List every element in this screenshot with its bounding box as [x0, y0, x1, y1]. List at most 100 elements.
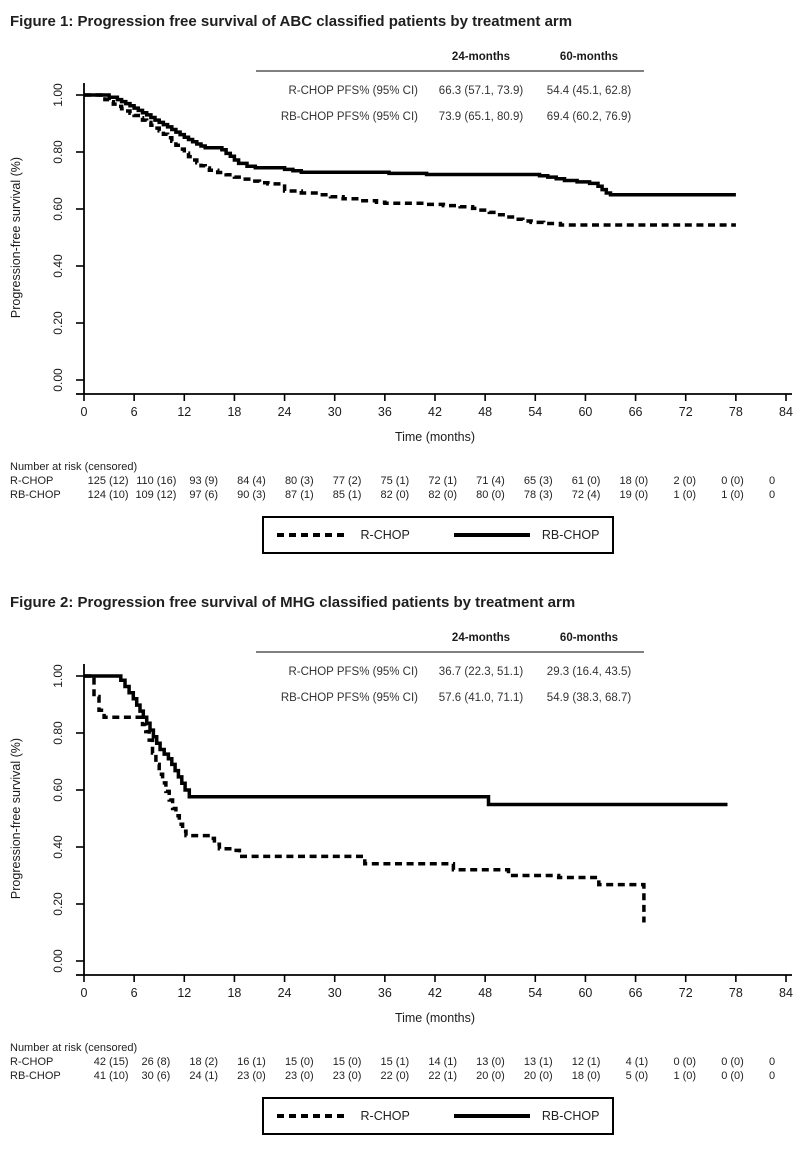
figure-2-block: Figure 2: Progression free survival of M…	[0, 554, 811, 1135]
risk-row: RB-CHOP 41 (10) 30 (6) 24 (1) 23 (0) 23 (0) 23 (0) 2…	[10, 1069, 801, 1083]
x-tick-label: 36	[378, 405, 392, 419]
risk-cell: 1 (0)	[721, 489, 744, 501]
x-tick-label: 18	[227, 405, 241, 419]
risk-cell: 0	[769, 475, 776, 487]
x-tick-label: 72	[679, 405, 693, 419]
y-tick-label: 0.00	[51, 368, 65, 392]
risk-cell: 19 (0)	[619, 489, 649, 501]
stats-value: 73.9 (65.1, 80.9)	[438, 111, 524, 123]
x-tick-label: 84	[779, 405, 793, 419]
x-tick-label: 78	[729, 405, 743, 419]
stats-value: 57.6 (41.0, 71.1)	[438, 692, 524, 704]
legend-dashed-line-sample	[276, 1114, 349, 1118]
km-chart-area: 0.00 0.20 0.40 0.60 0.80 1.00 0 6 12 18 24 30 36 42 48…	[0, 37, 811, 452]
x-tick-label: 66	[629, 986, 643, 1000]
x-tick-label: 78	[729, 986, 743, 1000]
stats-col-header-60: 60-months	[559, 51, 619, 63]
pfs-stats-table: 24-months 60-months R-CHOP PFS% (95% CI)…	[256, 632, 644, 705]
risk-cell: 24 (1)	[189, 1070, 219, 1082]
y-tick-label: 0.40	[51, 835, 65, 859]
x-tick-label: 54	[528, 405, 542, 419]
x-tick-label: 54	[528, 986, 542, 1000]
x-tick-label: 6	[131, 405, 138, 419]
stats-col-header-24: 24-months	[451, 51, 511, 63]
km-curve-rb-chop	[84, 674, 728, 807]
risk-cell: 16 (1)	[237, 1056, 266, 1068]
stats-divider	[256, 651, 644, 653]
risk-cell: 41 (10)	[93, 1070, 129, 1082]
risk-cell: 110 (16)	[136, 475, 177, 487]
figure-1-block: Figure 1: Progression free survival of A…	[0, 0, 811, 554]
x-tick-label: 60	[578, 405, 592, 419]
risk-row-values: 124 (10) 109 (12) 97 (6) 90 (3) 87 (1) 85 (1) 82 (0) 8…	[84, 488, 801, 502]
risk-cell: 15 (0)	[332, 1056, 362, 1068]
x-tick-label: 42	[428, 986, 442, 1000]
x-tick-label: 24	[278, 986, 292, 1000]
stats-value: 54.9 (38.3, 68.7)	[546, 692, 632, 704]
stats-value: 36.7 (22.3, 51.1)	[438, 666, 524, 678]
risk-cell: 13 (1)	[523, 1056, 553, 1068]
risk-cell: 13 (0)	[476, 1056, 505, 1068]
risk-cell: 0	[769, 1056, 776, 1068]
risk-cell: 75 (1)	[380, 475, 410, 487]
risk-cell: 18 (0)	[571, 1070, 601, 1082]
risk-cell: 90 (3)	[237, 489, 266, 501]
risk-cell: 18 (2)	[189, 1056, 219, 1068]
stats-value: 29.3 (16.4, 43.5)	[546, 666, 632, 678]
risk-cell: 30 (6)	[141, 1070, 171, 1082]
x-tick-label: 48	[478, 405, 492, 419]
km-curve-r-chop	[84, 93, 736, 227]
risk-cell: 87 (1)	[284, 489, 314, 501]
risk-cell: 97 (6)	[189, 489, 219, 501]
risk-row-label: RB-CHOP	[10, 489, 61, 501]
stats-col-header-60: 60-months	[559, 632, 619, 644]
km-curve-rb-chop	[84, 93, 736, 197]
risk-cell: 80 (3)	[284, 475, 314, 487]
x-tick-label: 30	[328, 986, 342, 1000]
risk-cell: 22 (1)	[428, 1070, 458, 1082]
risk-row-label: R-CHOP	[10, 475, 54, 487]
km-plot: 0.00 0.20 0.40 0.60 0.80 1.00 0 6 12 18 24 30 36 42 48…	[9, 83, 793, 444]
risk-cell: 4 (1)	[625, 1056, 649, 1068]
risk-cell: 20 (0)	[523, 1070, 553, 1082]
risk-cell: 0 (0)	[721, 475, 744, 487]
y-axis-title: Progression-free survival (%)	[9, 157, 23, 318]
risk-cell: 72 (1)	[428, 475, 458, 487]
legend-solid-line-sample	[453, 1114, 530, 1118]
x-tick-label: 12	[177, 405, 191, 419]
risk-cell: 15 (1)	[380, 1056, 410, 1068]
legend-label-rbchop: RB-CHOP	[541, 528, 600, 542]
stats-value: 69.4 (60.2, 76.9)	[546, 111, 632, 123]
number-at-risk-table: Number at risk (censored) R-CHOP 125 (12)…	[10, 460, 801, 502]
risk-cell: 22 (0)	[380, 1070, 410, 1082]
stats-value: 54.4 (45.1, 62.8)	[546, 85, 632, 97]
y-axis-title: Progression-free survival (%)	[9, 738, 23, 899]
x-axis-title: Time (months)	[395, 1011, 475, 1025]
legend-content: R-CHOP RB-CHOP	[264, 518, 612, 552]
risk-cell: 26 (8)	[141, 1056, 171, 1068]
y-tick-label: 1.00	[51, 83, 65, 107]
risk-row-values: 41 (10) 30 (6) 24 (1) 23 (0) 23 (0) 23 (0) 22 (0) 22 (1…	[84, 1069, 801, 1083]
risk-cell: 0 (0)	[721, 1070, 744, 1082]
x-tick-label: 36	[378, 986, 392, 1000]
legend-box: R-CHOP RB-CHOP	[262, 516, 614, 554]
x-tick-label: 60	[578, 986, 592, 1000]
x-tick-label: 24	[278, 405, 292, 419]
stats-divider	[256, 70, 644, 72]
risk-cell: 72 (4)	[571, 489, 601, 501]
risk-cell: 1 (0)	[673, 1070, 697, 1082]
risk-cell: 77 (2)	[332, 475, 362, 487]
x-tick-label: 72	[679, 986, 693, 1000]
risk-cell: 82 (0)	[428, 489, 458, 501]
risk-row: RB-CHOP 124 (10) 109 (12) 97 (6) 90 (3) 87 (1) 85(…	[10, 488, 801, 502]
risk-row-label: R-CHOP	[10, 1056, 54, 1068]
x-axis-title: Time (months)	[395, 430, 475, 444]
x-tick-label: 42	[428, 405, 442, 419]
risk-cell: 12 (1)	[571, 1056, 601, 1068]
risk-cell: 18 (0)	[619, 475, 649, 487]
risk-cell: 23 (0)	[237, 1070, 266, 1082]
stats-row-label: RB-CHOP PFS% (95% CI)	[280, 692, 418, 704]
risk-cell: 71 (4)	[476, 475, 505, 487]
risk-cell: 5 (0)	[625, 1070, 649, 1082]
stats-value: 66.3 (57.1, 73.9)	[438, 85, 524, 97]
